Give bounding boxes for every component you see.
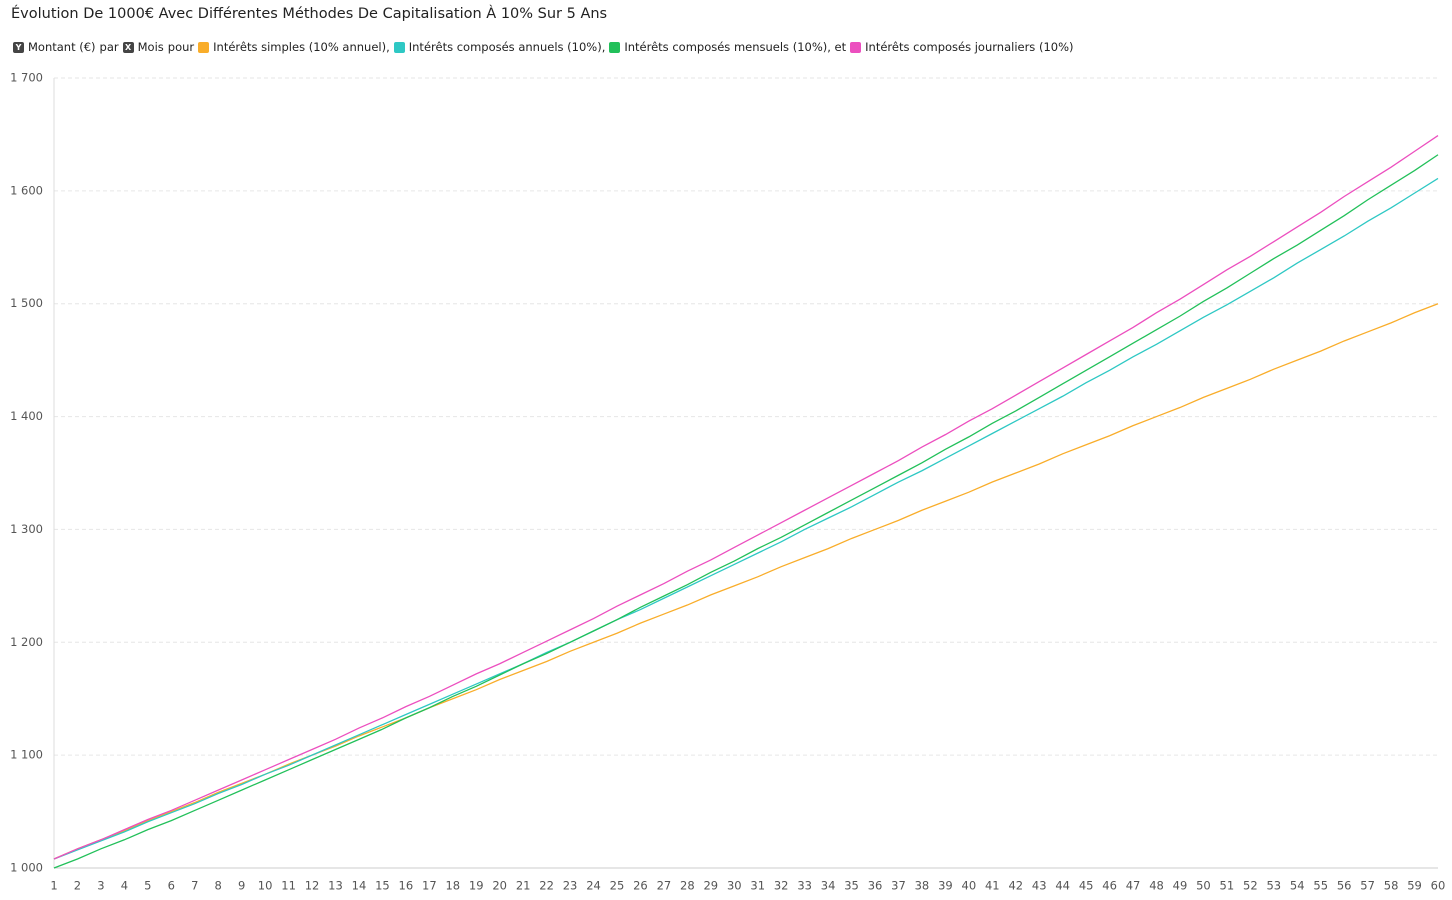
y-tick-label: 1 400: [10, 409, 43, 423]
x-tick-label: 45: [1079, 879, 1094, 893]
x-tick-label: 33: [797, 879, 812, 893]
x-tick-label: 39: [938, 879, 953, 893]
x-tick-label: 5: [144, 879, 151, 893]
y-tick-label: 1 300: [10, 522, 43, 536]
y-icon: Y: [13, 41, 24, 53]
x-label: Mois: [137, 40, 164, 54]
x-tick-label: 46: [1102, 879, 1117, 893]
legend-label: Intérêts composés journaliers (10%): [865, 40, 1074, 54]
x-tick-label: 11: [281, 879, 296, 893]
x-tick-label: 12: [305, 879, 320, 893]
series-line: [53, 303, 1439, 860]
x-tick-label: 31: [750, 879, 765, 893]
series-line: [53, 135, 1439, 860]
y-tick-label: 1 100: [10, 748, 43, 762]
x-tick-label: 55: [1313, 879, 1328, 893]
x-tick-label: 58: [1384, 879, 1399, 893]
x-tick-label: 16: [399, 879, 414, 893]
x-icon: X: [122, 41, 134, 53]
x-tick-label: 25: [610, 879, 625, 893]
x-tick-label: 14: [352, 879, 367, 893]
x-tick-label: 42: [1008, 879, 1023, 893]
x-tick-label: 13: [328, 879, 343, 893]
y-tick-label: 1 000: [10, 861, 43, 875]
legend-swatch: [198, 41, 210, 53]
x-tick-label: 43: [1032, 879, 1047, 893]
legend-text: par: [99, 40, 119, 54]
legend-separator: ,: [601, 40, 606, 54]
legend-label: Intérêts composés mensuels (10%): [624, 40, 828, 54]
x-tick-label: 17: [422, 879, 437, 893]
legend-separator: ,: [386, 40, 390, 54]
legend-separator: , et: [827, 40, 847, 54]
x-tick-label: 54: [1290, 879, 1305, 893]
x-tick-label: 56: [1337, 879, 1352, 893]
x-tick-label: 15: [375, 879, 390, 893]
x-tick-label: 21: [516, 879, 531, 893]
legend-swatch: [850, 41, 862, 53]
x-tick-label: 32: [774, 879, 789, 893]
y-label: Montant (€): [28, 40, 96, 54]
x-tick-label: 35: [844, 879, 859, 893]
x-tick-label: 22: [539, 879, 554, 893]
x-tick-label: 52: [1243, 879, 1258, 893]
legend-swatch: [393, 41, 405, 53]
x-tick-label: 29: [703, 879, 718, 893]
series-line: [53, 154, 1439, 869]
legend: Y Montant (€) par X Mois pour Intérêts s…: [13, 40, 1074, 54]
x-tick-label: 9: [238, 879, 245, 893]
x-tick-label: 18: [445, 879, 460, 893]
x-tick-label: 34: [821, 879, 836, 893]
x-tick-label: 3: [97, 879, 104, 893]
x-tick-label: 8: [215, 879, 222, 893]
x-tick-label: 37: [891, 879, 906, 893]
x-tick-label: 1: [50, 879, 57, 893]
x-tick-label: 53: [1266, 879, 1281, 893]
x-tick-label: 4: [121, 879, 128, 893]
x-tick-label: 23: [563, 879, 578, 893]
x-tick-label: 10: [258, 879, 273, 893]
x-tick-label: 60: [1431, 879, 1446, 893]
x-tick-label: 49: [1173, 879, 1188, 893]
x-tick-label: 36: [868, 879, 883, 893]
x-tick-label: 6: [168, 879, 175, 893]
x-tick-label: 28: [680, 879, 695, 893]
x-tick-label: 7: [191, 879, 198, 893]
x-tick-label: 30: [727, 879, 742, 893]
x-tick-label: 44: [1055, 879, 1070, 893]
y-tick-label: 1 600: [10, 183, 43, 197]
x-tick-label: 40: [962, 879, 977, 893]
legend-swatch: [609, 41, 621, 53]
x-tick-label: 41: [985, 879, 1000, 893]
legend-label: Intérêts composés annuels (10%): [408, 40, 602, 54]
x-tick-label: 59: [1407, 879, 1422, 893]
y-tick-label: 1 700: [10, 71, 43, 85]
x-tick-label: 26: [633, 879, 648, 893]
legend-text: pour: [167, 40, 195, 54]
x-tick-label: 48: [1149, 879, 1164, 893]
x-tick-label: 50: [1196, 879, 1211, 893]
x-tick-label: 51: [1220, 879, 1235, 893]
series-line: [53, 177, 1439, 860]
x-tick-label: 24: [586, 879, 601, 893]
x-tick-label: 57: [1360, 879, 1375, 893]
x-tick-label: 27: [657, 879, 672, 893]
chart-title: Évolution De 1000€ Avec Différentes Méth…: [11, 6, 608, 22]
x-tick-label: 20: [492, 879, 507, 893]
x-tick-label: 47: [1126, 879, 1141, 893]
x-tick-label: 19: [469, 879, 484, 893]
y-tick-label: 1 500: [10, 296, 43, 310]
x-tick-label: 2: [74, 879, 81, 893]
legend-label: Intérêts simples (10% annuel): [213, 40, 387, 54]
x-tick-label: 38: [915, 879, 930, 893]
y-tick-label: 1 200: [10, 635, 43, 649]
